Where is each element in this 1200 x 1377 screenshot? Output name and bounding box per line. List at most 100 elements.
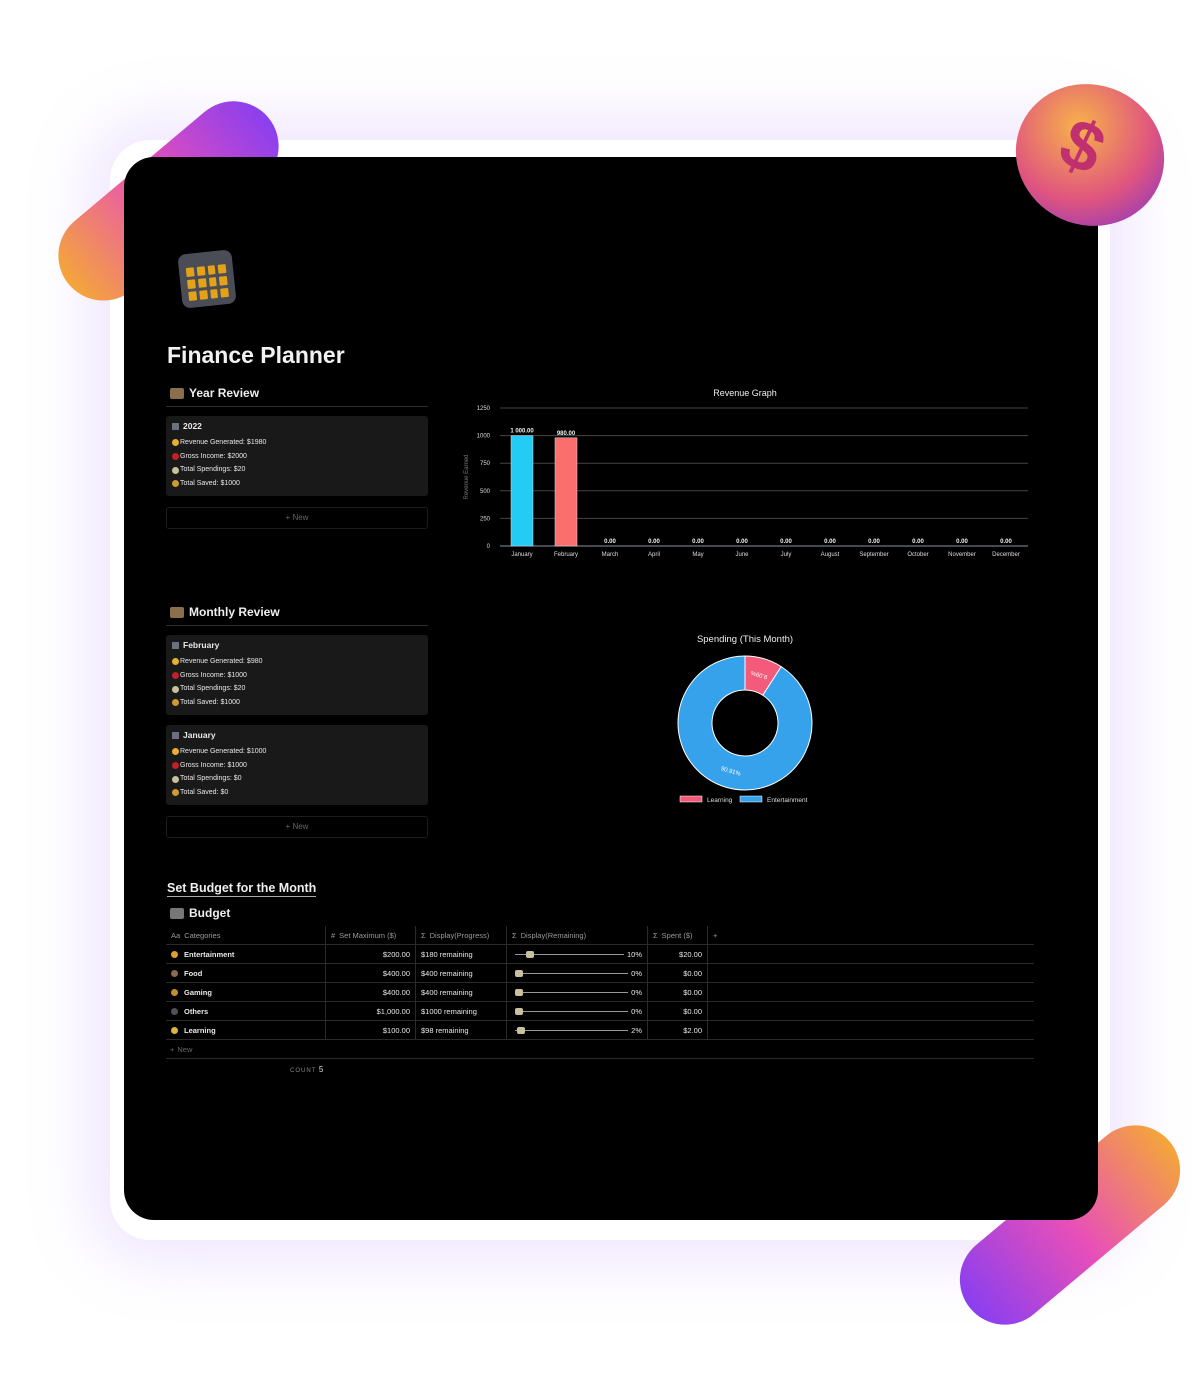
column-type-icon: Σ: [512, 930, 517, 940]
set-maximum-cell[interactable]: $200.00: [326, 945, 416, 963]
y-tick-label: 1250: [477, 406, 491, 412]
divider: [166, 625, 428, 626]
progress-cell: $400 remaining: [416, 983, 507, 1001]
money-wings-icon: [172, 466, 179, 474]
percent-label: 0%: [631, 1006, 642, 1016]
column-header-label: Display(Remaining): [520, 930, 587, 940]
hundred-icon: [172, 453, 179, 461]
progress-cell: $180 remaining: [416, 945, 507, 963]
calendar-icon: [177, 249, 237, 309]
column-header[interactable]: # Set Maximum ($): [326, 926, 416, 944]
spent-cell: $0.00: [648, 964, 708, 982]
spent-cell: $0.00: [648, 983, 708, 1001]
column-header[interactable]: Σ Spent ($): [648, 926, 708, 944]
data-label: 0.00: [780, 539, 792, 545]
x-tick-label: November: [948, 552, 976, 558]
card-line: Revenue Generated: $1000: [172, 745, 422, 759]
column-type-icon: Σ: [653, 930, 658, 940]
table-row[interactable]: Gaming $400.00 $400 remaining 0% $0.00: [166, 983, 1034, 1002]
card-line-text: Revenue Generated: $1980: [180, 439, 267, 446]
legend-swatch: [739, 795, 763, 803]
x-tick-label: July: [781, 552, 792, 558]
category-name[interactable]: Entertainment: [184, 949, 235, 959]
y-tick-label: 500: [480, 489, 491, 495]
column-type-icon: #: [331, 930, 336, 940]
card-line: Revenue Generated: $980: [172, 655, 422, 669]
table-row[interactable]: Food $400.00 $400 remaining 0% $0.00: [166, 964, 1034, 983]
calendar-icon: [172, 641, 179, 649]
month-card-card[interactable]: January Revenue Generated: $1000 Gross Inc…: [166, 725, 428, 805]
card-line-text: Total Saved: $1000: [180, 699, 240, 707]
column-header[interactable]: Σ Display(Remaining): [507, 926, 648, 944]
card-title: January: [172, 730, 422, 740]
spent-cell: $2.00: [648, 1021, 708, 1039]
calendar-money-icon: [170, 606, 184, 618]
set-maximum-cell[interactable]: $400.00: [326, 964, 416, 982]
legend-label[interactable]: Entertainment: [767, 797, 808, 804]
page-title: Finance Planner: [167, 342, 345, 368]
category-name[interactable]: Gaming: [184, 987, 212, 997]
legend-label[interactable]: Learning: [707, 797, 733, 804]
y-tick-label: 0: [487, 544, 491, 550]
category-name[interactable]: Others: [184, 1006, 209, 1016]
card-title: 2022: [172, 421, 422, 431]
data-label: 0.00: [736, 539, 748, 545]
set-maximum-cell[interactable]: $100.00: [326, 1021, 416, 1039]
card-line-text: Total Spendings: $20: [180, 685, 246, 693]
donut-slice-entertainment: [677, 655, 813, 791]
budget-heading: Budget: [189, 906, 231, 920]
data-label: 0.00: [604, 539, 616, 545]
monthly-review-new-button[interactable]: + New: [166, 816, 428, 838]
new-label: New: [177, 1044, 193, 1054]
table-new-row-button[interactable]: + New: [166, 1040, 1034, 1059]
year-review-header: Year Review: [170, 386, 259, 400]
table-row[interactable]: Entertainment $200.00 $180 remaining 10%…: [166, 945, 1034, 964]
x-tick-label: March: [602, 552, 619, 558]
column-type-icon: Aa: [171, 930, 181, 940]
data-label: 0.00: [824, 539, 836, 545]
remaining-cell: 2%: [507, 1021, 648, 1039]
card-line-text: Revenue Generated: $1000: [180, 748, 267, 755]
money-wings-icon: [172, 685, 179, 693]
set-maximum-cell[interactable]: $1,000.00: [326, 1002, 416, 1020]
progress-bar: [515, 969, 629, 977]
set-maximum-cell[interactable]: $400.00: [326, 983, 416, 1001]
remaining-cell: 10%: [507, 945, 648, 963]
hundred-icon: [172, 672, 179, 680]
table-row[interactable]: Others $1,000.00 $1000 remaining 0% $0.0…: [166, 1002, 1034, 1021]
table-row[interactable]: Learning $100.00 $98 remaining 2% $2.00: [166, 1021, 1034, 1040]
x-tick-label: April: [648, 552, 660, 558]
column-type-icon: Σ: [421, 930, 426, 940]
money-bag-icon: [172, 789, 179, 797]
money-wings-icon: [525, 950, 534, 958]
year-card-card[interactable]: 2022 Revenue Generated: $1980 Gross Income…: [166, 416, 428, 496]
column-header[interactable]: Aa Categories: [166, 926, 326, 944]
percent-label: 10%: [626, 949, 642, 959]
slice-label: 9.09%: [750, 669, 769, 680]
add-column-button[interactable]: +: [713, 930, 718, 940]
monthly-review-heading: Monthly Review: [189, 605, 280, 619]
data-label: 1 000.00: [510, 429, 534, 435]
card-line-text: Gross Income: $2000: [180, 452, 247, 460]
category-icon: [171, 969, 178, 977]
category-name[interactable]: Food: [184, 968, 203, 978]
remaining-cell: 0%: [507, 983, 648, 1001]
category-name[interactable]: Learning: [184, 1025, 216, 1035]
calendar-icon: [172, 422, 179, 430]
year-review-new-button[interactable]: + New: [166, 507, 428, 529]
x-tick-label: May: [692, 552, 703, 558]
spent-cell: $0.00: [648, 1002, 708, 1020]
remaining-cell: 0%: [507, 1002, 648, 1020]
money-wings-icon: [172, 775, 179, 783]
x-tick-label: September: [859, 552, 888, 558]
month-card-card[interactable]: February Revenue Generated: $980 Gross Inc…: [166, 635, 428, 715]
money-wings-icon: [517, 1026, 526, 1034]
card-title-text: February: [183, 640, 220, 650]
table-header: Aa Categories # Set Maximum ($) Σ Display(Pro…: [166, 926, 1034, 945]
legend-swatch: [679, 795, 703, 803]
money-wings-icon: [515, 988, 523, 996]
column-header[interactable]: Σ Display(Progress): [416, 926, 507, 944]
money-face-icon: [172, 439, 179, 447]
card-line: Total Spendings: $20: [172, 463, 422, 477]
column-header-label: Set Maximum ($): [339, 930, 397, 940]
